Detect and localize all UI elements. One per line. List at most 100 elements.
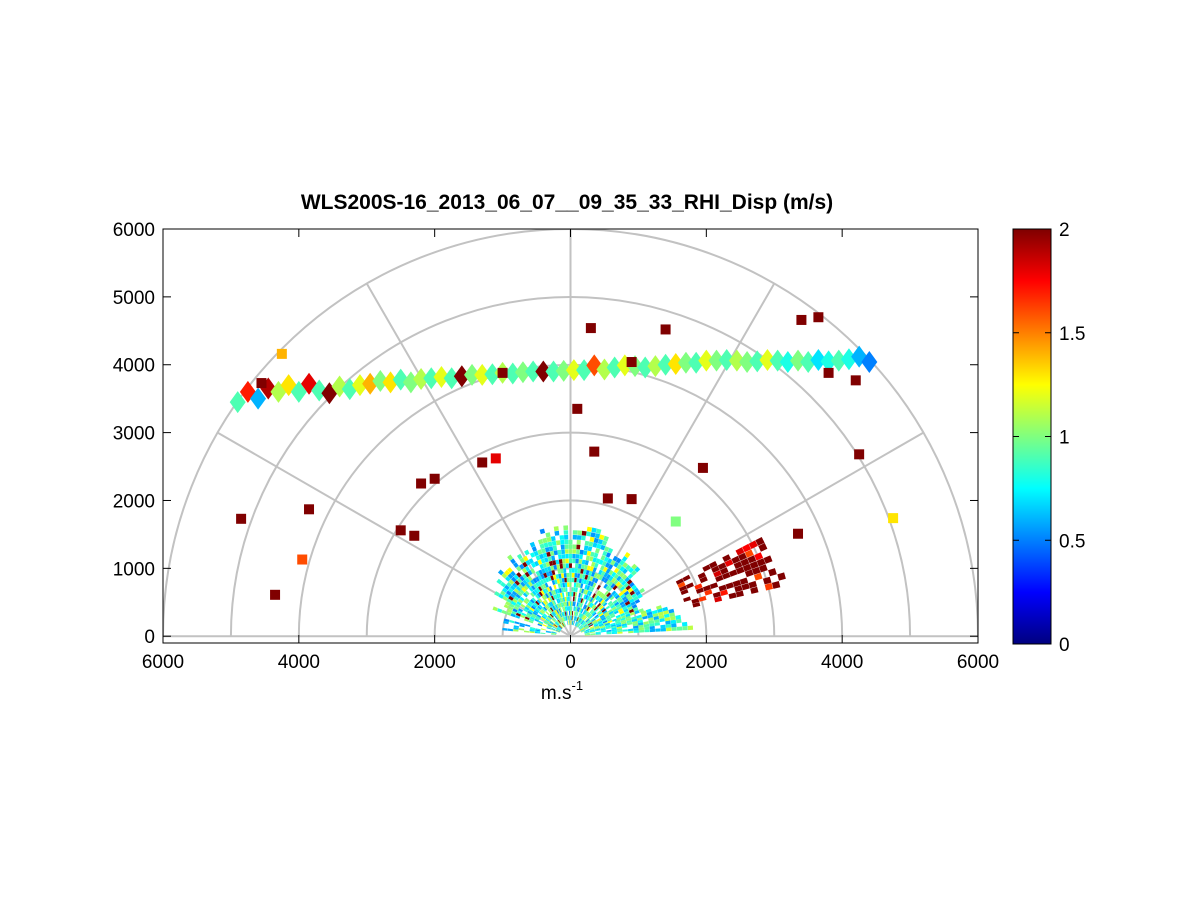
near-field-cell-794 <box>528 609 534 613</box>
near-field-cell-685 <box>507 554 514 561</box>
low-angle-cell-936 <box>658 614 665 619</box>
y-tick-label-5: 5000 <box>113 288 155 309</box>
near-field-cell-686 <box>556 620 561 625</box>
near-field-cell-237 <box>608 564 614 570</box>
strong-sector-cell-51 <box>711 565 720 573</box>
near-field-cell-670 <box>557 619 561 624</box>
near-field-cell-164 <box>580 620 585 625</box>
near-field-cell-186 <box>599 592 605 598</box>
cloud-layer-cell-45 <box>688 351 705 374</box>
near-field-cell-286 <box>583 594 587 600</box>
near-field-cell-134 <box>584 617 589 622</box>
near-field-cell-540 <box>546 551 551 557</box>
near-field-cell-660 <box>541 595 546 601</box>
low-angle-cell-942 <box>600 626 606 630</box>
near-field-cell-614 <box>546 592 551 598</box>
near-field-cell-362 <box>581 564 585 570</box>
near-field-cell-436 <box>569 620 571 625</box>
near-field-cell-748 <box>539 610 545 615</box>
near-field-cell-26 <box>584 627 590 630</box>
near-field-cell-664 <box>530 579 536 585</box>
near-field-cell-600 <box>546 587 551 592</box>
near-field-cell-692 <box>535 594 540 600</box>
low-angle-cell-890 <box>660 624 666 629</box>
cloud-layer-cell-44 <box>677 351 694 374</box>
near-field-cell-741 <box>505 576 511 582</box>
near-field-cell-320 <box>577 602 581 608</box>
near-field-cell-339 <box>577 597 580 603</box>
near-field-cell-377 <box>576 578 580 583</box>
low-angle-cell-903 <box>649 623 655 627</box>
cloud-layer-cell-31 <box>545 360 562 383</box>
near-field-cell-431 <box>568 558 573 564</box>
near-field-cell-59 <box>616 605 622 611</box>
strong-sector-cell-58 <box>675 578 684 585</box>
near-field-cell-513 <box>561 597 564 603</box>
near-field-cell-266 <box>605 552 612 558</box>
low-angle-cell-897 <box>606 629 612 632</box>
near-field-cell-769 <box>511 590 518 596</box>
near-field-cell-524 <box>547 541 553 547</box>
near-field-cell-146 <box>627 573 634 579</box>
near-field-cell-246 <box>600 570 606 577</box>
strong-sector-cell-63 <box>735 547 745 556</box>
near-field-cell-529 <box>562 607 565 612</box>
low-angle-cell-952 <box>652 612 659 618</box>
near-field-cell-801 <box>500 590 506 596</box>
near-field-cell-77 <box>631 593 637 599</box>
near-field-cell-109 <box>579 625 583 630</box>
near-field-cell-480 <box>562 582 566 588</box>
near-field-cell-88 <box>614 601 620 607</box>
near-field-cell-655 <box>555 615 559 620</box>
sparse-point-8 <box>823 367 834 378</box>
low-angle-cell-902 <box>643 623 650 628</box>
near-field-cell-371 <box>573 606 576 611</box>
near-field-cell-133 <box>581 621 586 626</box>
cloud-layer-cell-57 <box>810 348 827 371</box>
near-field-cell-680 <box>524 577 530 583</box>
low-angle-cell-999 <box>529 628 535 631</box>
near-field-cell-3 <box>594 625 599 628</box>
near-field-cell-532 <box>558 593 561 598</box>
near-field-cell-205 <box>611 571 617 578</box>
near-field-cell-709 <box>513 574 520 580</box>
near-field-cell-455 <box>568 620 570 625</box>
cloud-layer-cell-32 <box>555 359 572 382</box>
strong-sector-cell-50 <box>697 572 706 579</box>
near-field-cell-712 <box>559 624 563 629</box>
low-angle-cell-968 <box>646 611 653 616</box>
near-field-cell-617 <box>540 579 545 585</box>
near-field-cell-284 <box>580 603 584 608</box>
low-angle-cell-874 <box>671 626 677 631</box>
near-field-cell-83 <box>591 618 596 622</box>
near-field-cell-494 <box>563 601 566 607</box>
near-field-cell-42 <box>605 614 611 619</box>
near-field-cell-698 <box>516 572 522 578</box>
near-field-cell-408 <box>571 601 573 606</box>
near-field-cell-108 <box>631 584 637 591</box>
near-field-cell-850 <box>546 627 552 630</box>
near-field-cell-298 <box>575 616 578 621</box>
near-field-cell-239 <box>612 555 619 562</box>
low-angle-cell-899 <box>616 628 623 631</box>
near-field-cell-851 <box>537 623 543 627</box>
near-field-cell-657 <box>549 607 554 612</box>
near-field-cell-509 <box>565 616 568 621</box>
near-field-cell-421 <box>570 615 571 621</box>
near-field-cell-158 <box>615 581 621 587</box>
strong-sector-cell-10 <box>720 589 729 596</box>
near-field-cell-80 <box>579 626 584 630</box>
near-field-cell-452 <box>564 534 569 540</box>
near-field-cell-271 <box>579 608 583 613</box>
near-field-cell-562 <box>563 616 566 622</box>
low-angle-cell-980 <box>640 610 647 615</box>
near-field-cell-440 <box>568 601 570 606</box>
near-field-cell-392 <box>573 587 576 592</box>
near-field-cell-451 <box>564 539 569 545</box>
near-field-cell-603 <box>540 573 545 580</box>
cloud-layer-cell-0 <box>229 391 246 414</box>
near-field-cell-54 <box>596 618 601 622</box>
low-angle-cell-894 <box>584 633 590 635</box>
near-field-cell-722 <box>521 587 527 593</box>
near-field-cell-836 <box>503 604 510 609</box>
